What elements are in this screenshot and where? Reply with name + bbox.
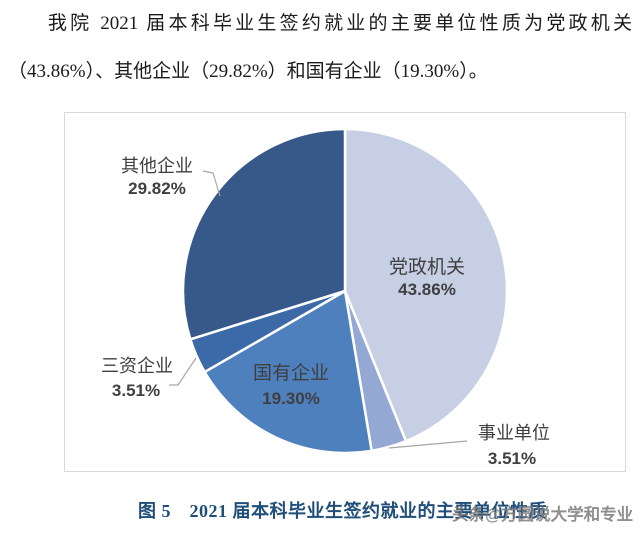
intro-paragraph: 我院 2021 届本科毕业生签约就业的主要单位性质为党政机关 （43.86%）、…: [8, 0, 632, 96]
slice-label-name-2: 国有企业: [253, 362, 329, 384]
pie-slice-4: [181, 127, 347, 341]
watermark: 头条@方圆说大学和专业: [452, 506, 634, 524]
slice-label-name-0: 党政机关: [389, 256, 465, 278]
slice-label-value-0: 43.86%: [398, 280, 456, 299]
pie-slice-0: [343, 127, 509, 443]
figure-caption: 图 5 2021 届本科毕业生签约就业的主要单位性质: [138, 501, 547, 521]
intro-line-1: 我院 2021 届本科毕业生签约就业的主要单位性质为党政机关: [47, 13, 632, 34]
leader-line-3: [169, 357, 197, 386]
pie-chart: 党政机关 43.86% 事业单位 3.51% 国有企业 19.30% 三资企业 3.51% 其他…: [101, 127, 550, 468]
chart-panel: 党政机关 43.86% 事业单位 3.51% 国有企业 19.30% 三资企业 3.51% 其他…: [64, 112, 626, 472]
slice-label-value-1: 3.51%: [488, 449, 536, 468]
pie-slice-2: [203, 289, 373, 455]
slice-label-value-4: 29.82%: [128, 179, 186, 198]
leader-line-4: [202, 170, 221, 197]
intro-line-2: （43.86%）、其他企业（29.82%）和国有企业（19.30%）。: [8, 61, 488, 82]
slice-label-value-3: 3.51%: [112, 381, 160, 400]
slice-label-name-4: 其他企业: [121, 156, 193, 176]
slice-label-name-1: 事业单位: [478, 423, 550, 443]
leader-line-1: [388, 440, 468, 449]
slice-label-value-2: 19.30%: [262, 389, 320, 408]
slice-label-name-3: 三资企业: [101, 356, 173, 376]
